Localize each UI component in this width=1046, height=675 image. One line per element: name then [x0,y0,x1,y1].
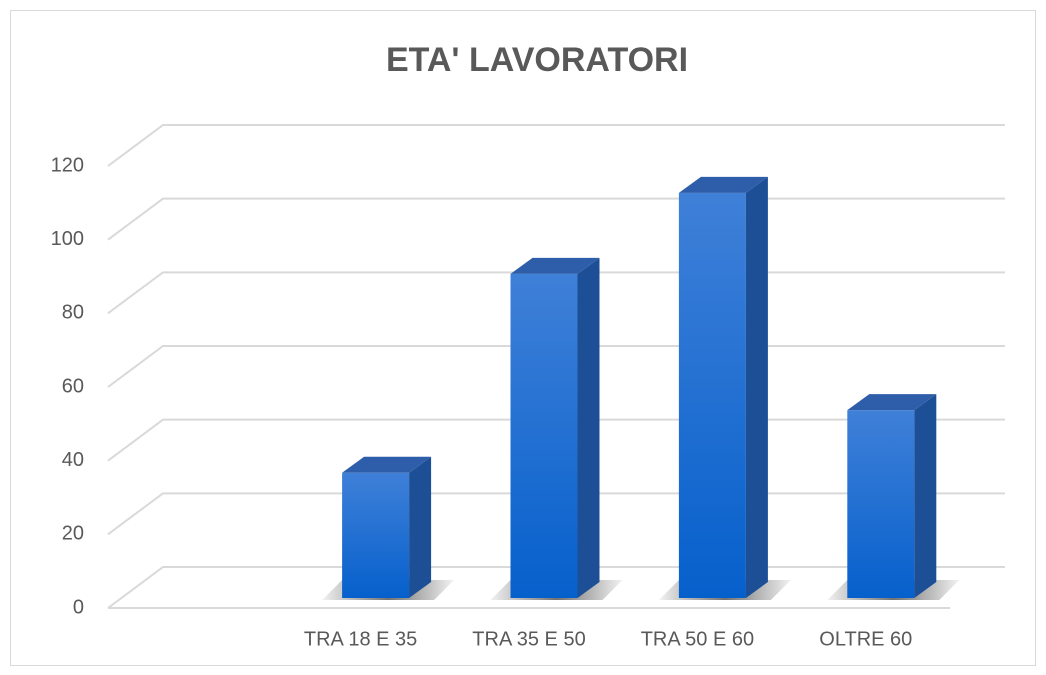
x-tick-label: TRA 35 E 50 [472,628,585,650]
y-tick-label: 100 [51,228,84,250]
bar-top [510,257,600,274]
chart-title: ETA' LAVORATORI [386,41,688,79]
bar-top [678,176,768,193]
x-tick-label: OLTRE 60 [819,628,912,650]
bar-side [577,257,600,598]
y-tick-label: 80 [62,302,84,324]
bar [510,273,578,598]
y-tick-label: 20 [62,523,84,545]
grid-line [107,124,1005,167]
y-tick-label: 120 [51,154,84,176]
y-tick-label: 60 [62,375,84,397]
bar-side [745,176,768,599]
x-tick-label: TRA 18 E 35 [304,628,417,650]
bar [678,192,746,599]
y-tick-label: 0 [73,596,84,618]
bar-top [847,394,937,411]
bar [847,410,915,598]
bar-side [914,394,937,598]
bar-top [342,456,432,473]
y-tick-label: 40 [62,449,84,471]
x-tick-label: TRA 50 E 60 [641,628,754,650]
bar-side [409,456,432,598]
bar [342,472,410,598]
